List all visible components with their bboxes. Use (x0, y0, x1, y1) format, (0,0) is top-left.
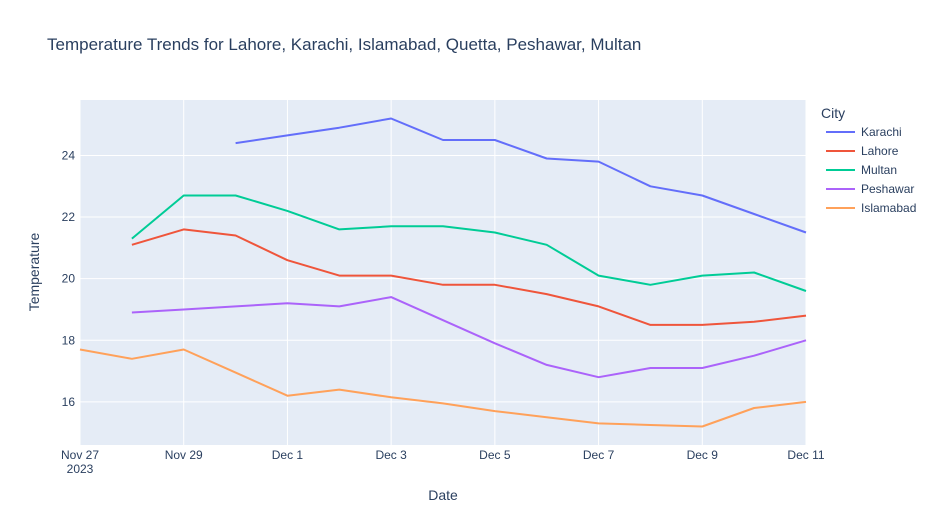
gridlines (79, 100, 807, 445)
y-tick-label: 22 (62, 210, 76, 224)
x-tick-label: Dec 9 (687, 448, 719, 462)
x-tick-sublabel: 2023 (67, 462, 94, 476)
x-tick-label: Nov 27 (61, 448, 99, 462)
legend-label: Islamabad (861, 201, 916, 215)
y-tick-label: 18 (62, 333, 76, 347)
x-tick-label: Dec 3 (375, 448, 407, 462)
legend-title: City (821, 105, 845, 121)
y-tick-label: 20 (62, 272, 76, 286)
x-tick-label: Dec 1 (272, 448, 304, 462)
series-line-islamabad (79, 348, 807, 428)
series-line-lahore (131, 228, 807, 326)
y-tick-label: 16 (62, 395, 76, 409)
legend-label: Peshawar (861, 182, 914, 196)
x-tick-label: Dec 5 (479, 448, 511, 462)
y-axis-title: Temperature (26, 232, 42, 311)
chart-title: Temperature Trends for Lahore, Karachi, … (47, 35, 641, 54)
legend-label: Lahore (861, 144, 899, 158)
y-axis-ticks: 16 18 20 22 24 (62, 148, 76, 408)
x-tick-label: Nov 29 (165, 448, 203, 462)
legend: City Karachi Lahore Multan Peshawar Islamaba… (821, 105, 916, 215)
x-tick-label: Dec 7 (583, 448, 615, 462)
x-tick-label: Dec 11 (787, 448, 824, 462)
legend-label: Karachi (861, 125, 902, 139)
series-lines (79, 117, 807, 428)
y-tick-label: 24 (62, 148, 76, 162)
series-line-multan (131, 194, 807, 292)
legend-label: Multan (861, 163, 897, 177)
series-line-peshawar (131, 296, 807, 379)
x-axis-title: Date (428, 487, 458, 503)
plot-area (80, 100, 806, 445)
series-line-karachi (235, 117, 807, 234)
